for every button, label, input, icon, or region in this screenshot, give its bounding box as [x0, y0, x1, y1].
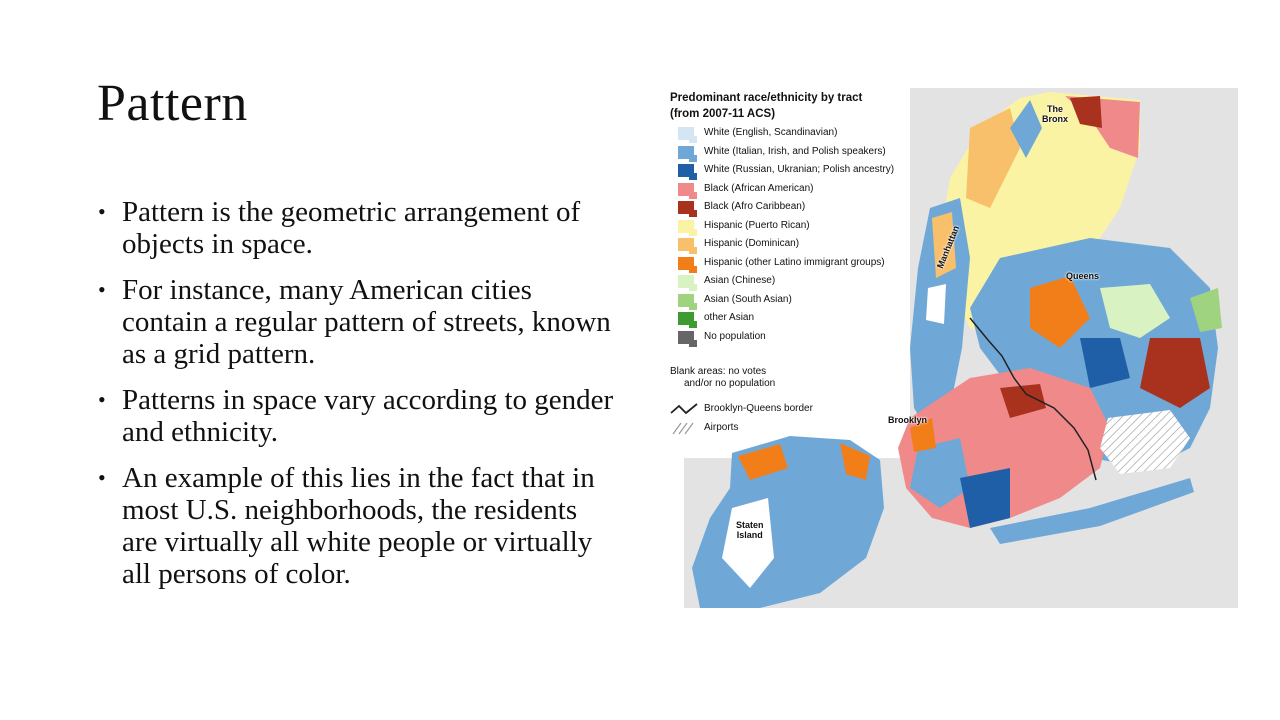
airport-key: Airports — [670, 421, 738, 435]
place-label-line: Bronx — [1042, 114, 1069, 124]
hatch-icon — [672, 422, 694, 435]
legend-item: No population — [678, 328, 894, 347]
blank-note-line: Blank areas: no votes — [670, 366, 767, 377]
bullet-item: An example of this lies in the fact that… — [98, 462, 618, 590]
brooklyn-queens-border-line — [969, 317, 1097, 481]
airport-key-label: Airports — [704, 422, 739, 433]
tract-block — [722, 498, 774, 588]
legend-label: Asian (Chinese) — [704, 275, 776, 286]
tract-block — [738, 444, 788, 480]
place-label-line: The — [1047, 104, 1064, 114]
tract-block — [932, 212, 956, 278]
legend-swatch — [678, 330, 697, 347]
legend-label: other Asian — [704, 312, 755, 323]
legend-swatch — [678, 182, 697, 199]
legend-swatch — [678, 238, 697, 254]
tract-block — [840, 443, 870, 480]
legend-label: Black (Afro Caribbean) — [704, 201, 806, 212]
tract-block — [990, 478, 1194, 544]
tract-block — [1100, 284, 1170, 338]
legend-backdrop — [670, 88, 910, 458]
legend-title-line: Predominant race/ethnicity by tract — [670, 92, 863, 104]
legend-swatch — [678, 201, 697, 217]
place-label-line: Island — [736, 530, 763, 540]
legend-label: White (Russian, Ukranian; Polish ancestr… — [704, 164, 895, 175]
border-line-icon — [670, 403, 698, 415]
airport-area — [1100, 410, 1190, 474]
border-key: Brooklyn-Queens border — [670, 402, 813, 416]
place-label-staten-island: Staten Island — [736, 520, 764, 540]
legend-items: White (English, Scandinavian) White (Ita… — [678, 124, 894, 347]
legend-item: other Asian — [678, 309, 894, 328]
bullet-item: For instance, many American cities conta… — [98, 274, 618, 370]
legend-title-line: (from 2007-11 ACS) — [670, 108, 776, 120]
tract-block — [1070, 96, 1102, 128]
tract-block — [926, 284, 946, 324]
legend-label: Hispanic (Dominican) — [704, 238, 800, 249]
legend-label: Black (African American) — [704, 182, 814, 194]
legend-swatch — [678, 164, 697, 180]
legend-item: Hispanic (Puerto Rican) — [678, 217, 894, 236]
legend-item: White (Russian, Ukranian; Polish ancestr… — [678, 161, 894, 180]
legend-label: White (English, Scandinavian) — [704, 127, 838, 138]
legend-item: Black (African American) — [678, 180, 894, 199]
legend-swatch — [678, 127, 697, 143]
legend-swatch — [678, 219, 697, 236]
blank-areas-note: Blank areas: no votes and/or no populati… — [670, 366, 870, 390]
tract-block — [960, 468, 1010, 528]
tract-block — [966, 108, 1020, 208]
legend-swatch — [678, 312, 697, 328]
legend-swatch — [678, 275, 697, 291]
legend-label: Hispanic (other Latino immigrant groups) — [704, 256, 885, 268]
border-key-label: Brooklyn-Queens border — [704, 403, 813, 414]
tract-block — [1030, 276, 1090, 348]
bullet-item: Pattern is the geometric arrangement of … — [98, 196, 618, 260]
legend-item: Asian (Chinese) — [678, 272, 894, 291]
legend-item: Hispanic (Dominican) — [678, 235, 894, 254]
tract-block — [1140, 338, 1210, 408]
place-label-brooklyn: Brooklyn — [888, 415, 928, 425]
legend-swatch — [678, 293, 697, 310]
tract-block — [1190, 288, 1222, 332]
legend-label: White (Italian, Irish, and Polish speake… — [704, 145, 886, 157]
slide-title: Pattern — [97, 75, 248, 132]
bullet-list: Pattern is the geometric arrangement of … — [98, 196, 618, 604]
legend-item: White (Italian, Irish, and Polish speake… — [678, 143, 894, 162]
place-label-queens: Queens — [1066, 271, 1100, 281]
legend-item: Hispanic (other Latino immigrant groups) — [678, 254, 894, 273]
legend-item: Black (Afro Caribbean) — [678, 198, 894, 217]
ethnicity-map: Predominant race/ethnicity by tract (fro… — [670, 88, 1238, 608]
tract-block — [1010, 100, 1042, 158]
legend-swatch — [678, 256, 697, 273]
bullet-item: Patterns in space vary according to gend… — [98, 384, 618, 448]
legend-title: Predominant race/ethnicity by tract (fro… — [670, 90, 920, 122]
tract-block — [910, 418, 936, 452]
legend-swatch — [678, 145, 697, 162]
blank-note-line: and/or no population — [684, 378, 776, 389]
legend-item: Asian (South Asian) — [678, 291, 894, 310]
legend-label: No population — [704, 330, 766, 342]
place-label-line: Staten — [736, 520, 764, 530]
legend-label: Hispanic (Puerto Rican) — [704, 219, 810, 231]
place-label-bronx: The Bronx — [1042, 104, 1068, 124]
tract-block — [910, 438, 970, 508]
tract-block — [1000, 384, 1046, 418]
legend-label: Asian (South Asian) — [704, 293, 792, 305]
legend-item: White (English, Scandinavian) — [678, 124, 894, 143]
map-graphic — [670, 88, 1238, 608]
tract-block — [1080, 338, 1130, 388]
